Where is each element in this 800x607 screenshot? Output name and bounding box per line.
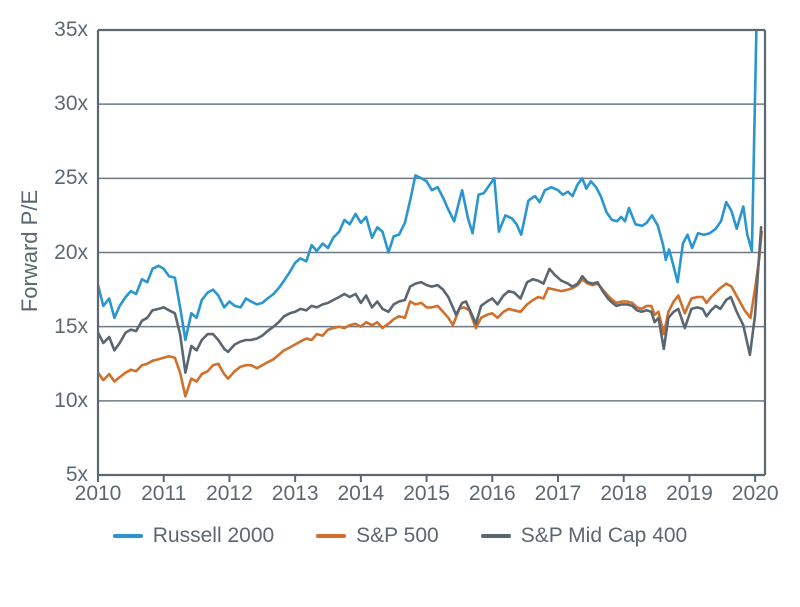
series-line-0 <box>97 29 758 342</box>
x-tick-label: 2018 <box>600 482 648 505</box>
series-line-1 <box>97 230 763 398</box>
legend-line-swatch <box>316 534 347 538</box>
legend-line-swatch <box>480 534 511 538</box>
y-tick-label: 5x <box>65 463 88 486</box>
legend-label: S&P Mid Cap 400 <box>520 524 688 547</box>
x-tick-label: 2016 <box>468 482 516 505</box>
legend-label: Russell 2000 <box>152 524 275 547</box>
y-tick-label: 25x <box>54 166 88 190</box>
y-tick-label: 20x <box>54 240 88 264</box>
x-tick-label: 2014 <box>337 482 385 505</box>
x-tick-label: 2013 <box>271 482 319 505</box>
legend-item: Russell 2000 <box>112 524 275 548</box>
legend-item: S&P 500 <box>316 524 439 548</box>
x-tick-label: 2015 <box>403 482 450 505</box>
x-tick-label: 2020 <box>731 482 779 505</box>
x-tick-label: 2011 <box>141 482 187 505</box>
legend-label: S&P 500 <box>356 524 439 547</box>
legend-line-swatch <box>112 534 143 538</box>
x-tick-label: 2010 <box>74 482 122 505</box>
y-tick-label: 10x <box>54 388 88 412</box>
legend: Russell 2000 S&P 500 S&P Mid Cap 400 <box>0 524 800 548</box>
y-tick-label: 15x <box>54 314 88 338</box>
legend-item: S&P Mid Cap 400 <box>480 524 688 548</box>
x-tick-label: 2012 <box>206 482 253 505</box>
x-tick-label: 2019 <box>666 482 713 505</box>
x-tick-label: 2017 <box>534 482 582 505</box>
y-tick-label: 30x <box>54 92 88 116</box>
series-line-2 <box>97 226 763 374</box>
y-tick-label: 35x <box>54 18 88 41</box>
